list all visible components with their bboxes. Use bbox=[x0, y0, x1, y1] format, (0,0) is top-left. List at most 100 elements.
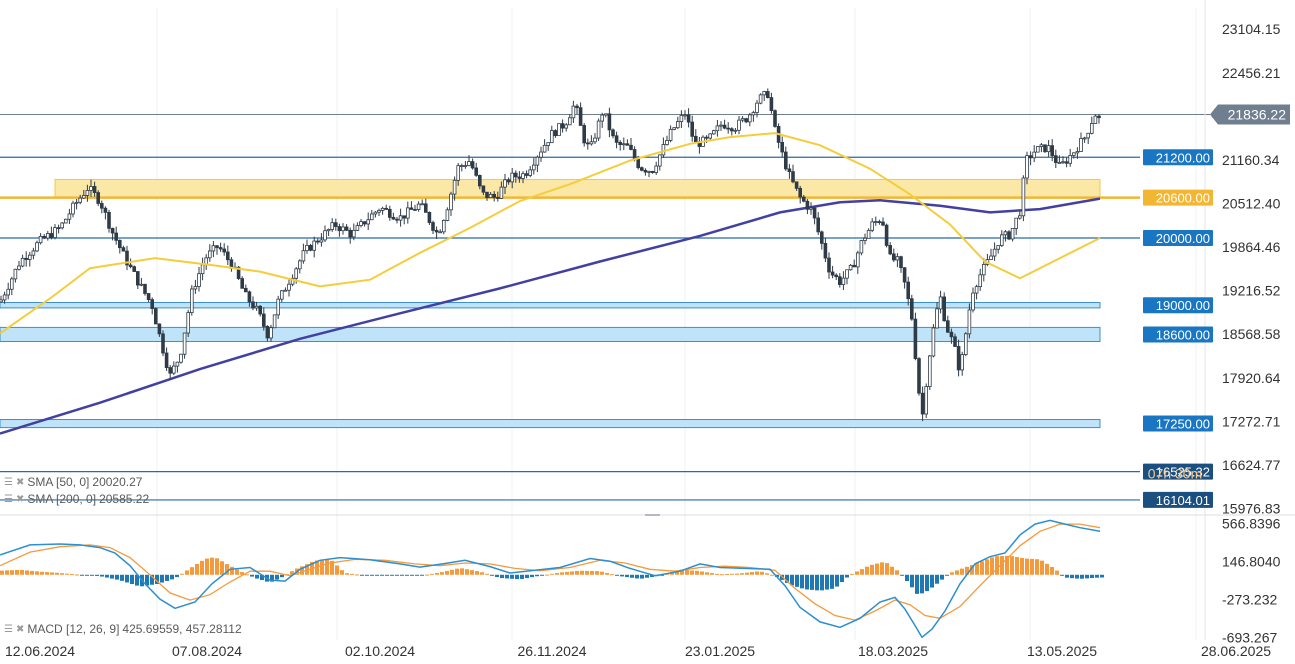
date-tick-label: 18.03.2025 bbox=[858, 643, 928, 659]
candle-body bbox=[391, 216, 396, 220]
candle-body bbox=[143, 283, 147, 294]
macd-histogram-bar bbox=[980, 561, 984, 575]
candle-body bbox=[1021, 177, 1026, 217]
candle-body bbox=[449, 193, 453, 211]
candle bbox=[596, 118, 601, 141]
macd-histogram-bar bbox=[1005, 555, 1009, 575]
candle-body bbox=[456, 165, 460, 181]
candle bbox=[132, 265, 137, 272]
macd-histogram-bar bbox=[305, 564, 309, 575]
candle-body bbox=[881, 221, 885, 226]
candle bbox=[107, 209, 111, 233]
candle-body bbox=[877, 221, 882, 223]
macd-histogram-bar bbox=[920, 574, 924, 594]
macd-tick-label: -273.232 bbox=[1222, 592, 1277, 608]
candle bbox=[35, 240, 39, 253]
candle bbox=[395, 216, 399, 224]
candle-body bbox=[1000, 234, 1004, 247]
candle bbox=[427, 211, 432, 225]
macd-histogram-bar bbox=[905, 574, 909, 582]
candle-body bbox=[1068, 155, 1073, 164]
candle bbox=[766, 88, 770, 99]
candle bbox=[42, 233, 46, 240]
candle-body bbox=[38, 235, 43, 244]
candle bbox=[726, 122, 730, 134]
macd-histogram-bar bbox=[10, 570, 14, 575]
menu-icon[interactable]: ☰ bbox=[4, 623, 13, 635]
candle-body bbox=[222, 248, 227, 253]
candle bbox=[1036, 146, 1040, 153]
candle bbox=[49, 226, 54, 240]
macd-histogram-bar bbox=[375, 574, 379, 576]
candle bbox=[279, 290, 284, 303]
candle-body bbox=[967, 309, 972, 335]
close-icon[interactable]: ✖ bbox=[15, 493, 25, 505]
macd-histogram-bar bbox=[610, 574, 614, 576]
macd-histogram-bar bbox=[990, 557, 994, 575]
macd-histogram-bar bbox=[535, 574, 539, 577]
candle-body bbox=[578, 107, 583, 126]
candle-body bbox=[416, 203, 421, 210]
macd-histogram-bar bbox=[500, 574, 504, 579]
macd-histogram-bar bbox=[885, 563, 889, 575]
candle-body bbox=[712, 130, 716, 135]
candle bbox=[474, 162, 478, 177]
candle bbox=[405, 201, 410, 224]
macd-histogram-bar bbox=[940, 574, 944, 580]
macd-histogram-bar bbox=[1095, 574, 1099, 578]
candle-body bbox=[910, 298, 914, 320]
macd-legend[interactable]: ☰ ✖ MACD [12, 26, 9] 425.69559, 457.2811… bbox=[4, 622, 242, 636]
candle bbox=[351, 223, 356, 241]
candle-body bbox=[477, 174, 482, 187]
candle bbox=[0, 295, 3, 303]
menu-icon[interactable]: ☰ bbox=[4, 476, 13, 488]
candle-body bbox=[971, 292, 975, 311]
candle-body bbox=[103, 207, 108, 213]
candle-body bbox=[46, 233, 50, 239]
sma-50-legend-value: 20020.27 bbox=[92, 475, 143, 489]
candle bbox=[956, 339, 961, 377]
candle bbox=[913, 312, 918, 361]
candle-body bbox=[568, 117, 572, 126]
candle bbox=[387, 205, 392, 221]
macd-histogram-bar bbox=[1040, 560, 1044, 575]
macd-histogram-bar bbox=[45, 572, 49, 575]
sma-200-legend[interactable]: ☰ ✖ SMA [200, 0] 20585.22 bbox=[4, 492, 149, 506]
candle bbox=[809, 202, 813, 215]
sma-50-legend[interactable]: ☰ ✖ SMA [50, 0] 20020.27 bbox=[4, 475, 142, 489]
candle bbox=[495, 191, 500, 202]
candle-body bbox=[290, 277, 295, 285]
macd-histogram-bar bbox=[950, 572, 954, 575]
candle bbox=[377, 208, 381, 217]
candle-body bbox=[211, 245, 216, 252]
macd-histogram-bar bbox=[380, 574, 384, 576]
candle bbox=[575, 103, 579, 115]
candle bbox=[301, 243, 306, 264]
candle bbox=[917, 357, 921, 396]
candle bbox=[1082, 136, 1087, 143]
close-icon[interactable]: ✖ bbox=[15, 476, 25, 488]
menu-icon[interactable]: ☰ bbox=[4, 493, 13, 505]
candle-body bbox=[128, 264, 133, 268]
candle bbox=[470, 158, 475, 170]
candle-body bbox=[434, 229, 439, 233]
candle bbox=[949, 328, 954, 344]
candle-body bbox=[744, 118, 748, 123]
candle bbox=[1014, 217, 1018, 235]
macd-histogram-bar bbox=[775, 574, 779, 577]
close-icon[interactable]: ✖ bbox=[15, 623, 25, 635]
candle bbox=[514, 170, 518, 183]
candle-body bbox=[823, 242, 828, 259]
candle bbox=[654, 161, 658, 175]
price-tick-label: 20512.40 bbox=[1222, 196, 1281, 212]
macd-histogram-bar bbox=[410, 574, 414, 576]
candle-body bbox=[485, 191, 489, 198]
macd-histogram-bar bbox=[855, 571, 859, 575]
price-tick-label: 21160.34 bbox=[1222, 152, 1280, 168]
zone-badge: 17250.00 bbox=[1156, 417, 1210, 432]
candle-body bbox=[830, 271, 835, 276]
candle-body bbox=[337, 226, 342, 232]
macd-histogram-bar bbox=[640, 574, 644, 579]
candle-body bbox=[1093, 115, 1098, 124]
